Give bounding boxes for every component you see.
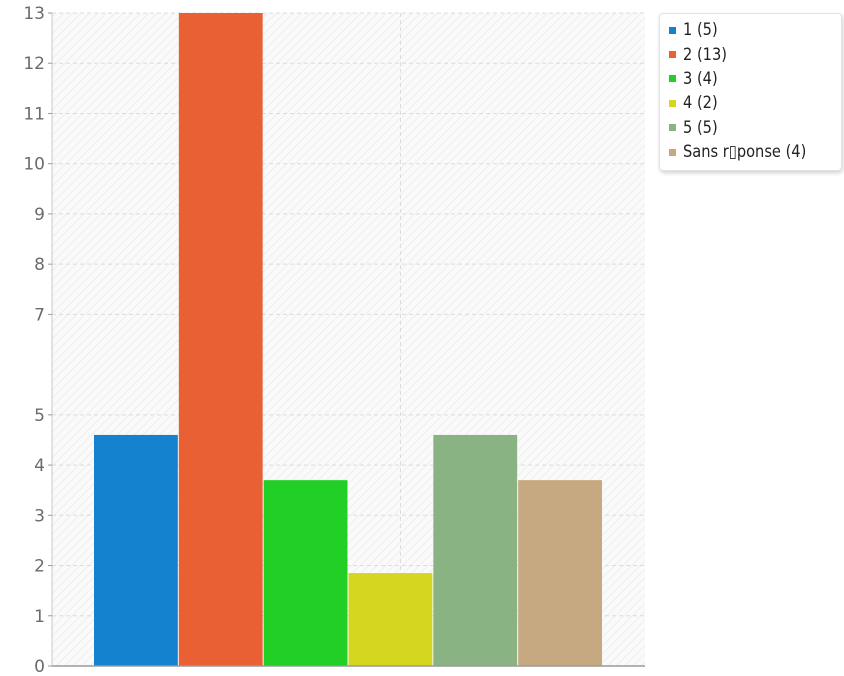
y-tick-label: 13 [23, 4, 45, 24]
y-tick-label: 9 [34, 205, 45, 225]
legend-label: 1 (5) [683, 20, 718, 41]
legend: 1 (5) 2 (13) 3 (4) 4 (2) 5 (5) Sans r▯ponse (… [659, 13, 842, 172]
axes [51, 13, 645, 667]
legend-swatch [669, 99, 676, 107]
y-tick-label: 0 [34, 657, 45, 676]
y-tick-label: 12 [23, 54, 45, 74]
legend-label: 4 (2) [683, 93, 718, 114]
y-tick-label: 3 [34, 506, 45, 526]
legend-swatch [669, 51, 676, 59]
legend-swatch [669, 124, 676, 132]
legend-item[interactable]: Sans r▯ponse (4) [660, 140, 841, 164]
bar-4[interactable] [348, 573, 433, 666]
legend-item[interactable]: 5 (5) [660, 116, 841, 140]
legend-swatch [669, 148, 676, 156]
bar-6[interactable] [518, 480, 602, 666]
y-tick-label: 7 [34, 305, 45, 325]
bar-2[interactable] [178, 13, 263, 666]
bar-3[interactable] [263, 480, 348, 666]
y-tick-label: 1 [34, 607, 45, 627]
legend-label: 5 (5) [683, 117, 718, 138]
y-tick-label: 11 [23, 104, 45, 124]
legend-label: Sans r▯ponse (4) [683, 142, 807, 163]
y-tick-label: 8 [34, 255, 45, 275]
y-tick-label: 2 [34, 557, 45, 577]
legend-swatch [669, 75, 676, 83]
bars [94, 13, 602, 666]
legend-item[interactable]: 2 (13) [660, 42, 841, 66]
y-tick-label: 4 [34, 456, 45, 476]
legend-label: 2 (13) [683, 44, 727, 65]
legend-label: 3 (4) [683, 68, 718, 89]
y-tick-label: 5 [34, 406, 45, 426]
bar-1[interactable] [94, 434, 178, 666]
legend-item[interactable]: 3 (4) [660, 67, 841, 91]
legend-swatch [669, 26, 676, 34]
y-tick-label: 10 [23, 155, 45, 175]
bar-5[interactable] [433, 434, 518, 666]
legend-item[interactable]: 1 (5) [660, 18, 841, 42]
legend-item[interactable]: 4 (2) [660, 91, 841, 115]
